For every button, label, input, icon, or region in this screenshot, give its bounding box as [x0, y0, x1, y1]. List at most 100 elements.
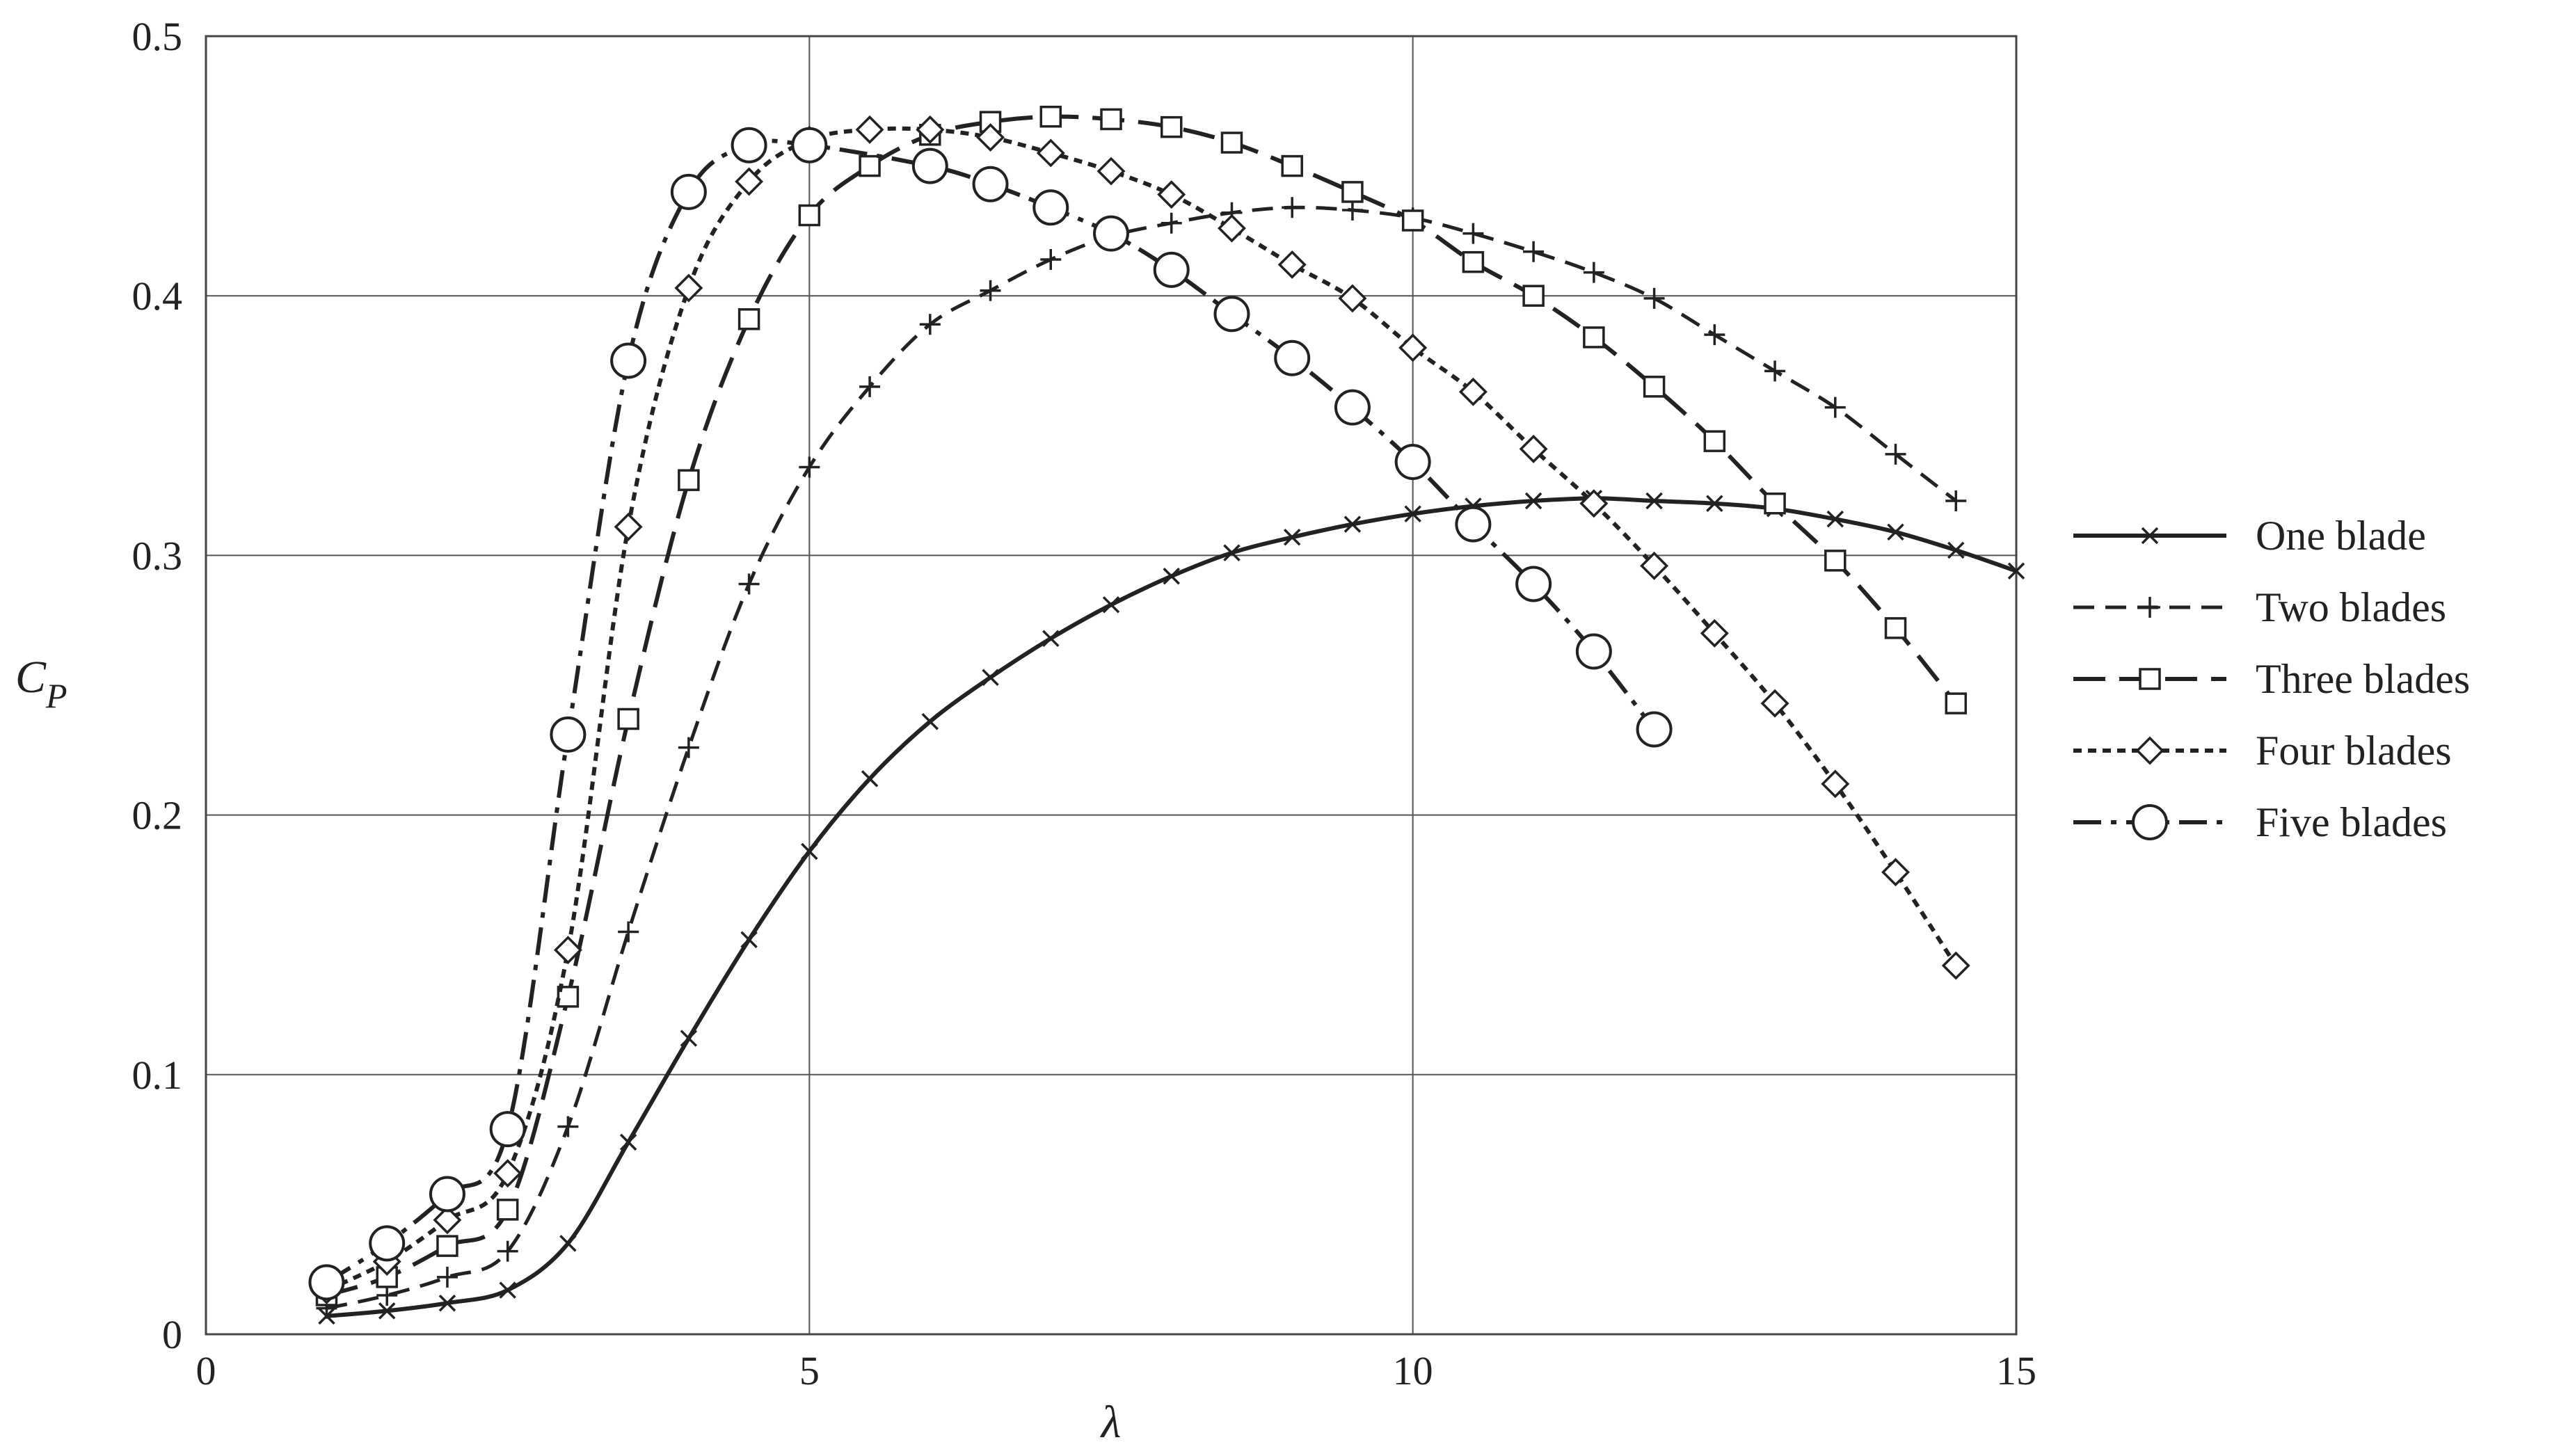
plot-frame	[205, 35, 2018, 1336]
series-line	[326, 205, 1957, 1311]
data-point	[919, 314, 941, 335]
y-tick-label: 0.5	[132, 14, 183, 59]
legend: One blade Two blades Three blades Four blad…	[2073, 513, 2470, 845]
data-point	[1760, 689, 1789, 718]
data-point	[1887, 523, 1904, 541]
data-point	[1338, 284, 1367, 313]
data-point	[1824, 397, 1846, 418]
data-point	[429, 1176, 465, 1213]
data-point	[1515, 566, 1552, 602]
legend-label: Two blades	[2256, 584, 2446, 630]
data-point	[499, 1281, 516, 1299]
series-line	[326, 126, 1958, 1293]
data-point	[921, 713, 939, 730]
data-point	[859, 154, 881, 177]
data-point	[740, 931, 758, 948]
data-point	[1100, 108, 1122, 131]
data-point	[1334, 389, 1371, 426]
tick-labels: 0 5 10 15 0 0.1 0.2 0.3 0.4 0.5	[132, 14, 2037, 1393]
legend-item: Two blades	[2073, 584, 2446, 630]
data-point	[980, 280, 1001, 301]
data-point	[436, 1266, 458, 1288]
data-point	[1040, 248, 1062, 270]
y-axis-label: CP	[15, 652, 67, 715]
data-point	[855, 115, 884, 144]
legend-item: One blade	[2073, 513, 2426, 559]
data-point	[859, 376, 881, 397]
data-point	[674, 273, 703, 303]
data-point	[1522, 285, 1545, 307]
data-point	[1220, 131, 1243, 154]
data-point	[618, 921, 639, 943]
data-point	[1277, 250, 1307, 279]
y-tick-label: 0.4	[132, 273, 183, 319]
data-point	[678, 469, 700, 491]
data-point	[678, 737, 699, 758]
data-point	[1703, 430, 1726, 452]
data-point	[1281, 154, 1303, 177]
data-point	[1163, 568, 1180, 585]
data-point	[1636, 711, 1673, 748]
data-point	[1036, 138, 1065, 168]
data-point	[496, 1199, 519, 1221]
x-tick-label: 5	[799, 1348, 820, 1393]
legend-marker	[2139, 597, 2160, 618]
data-point	[1640, 551, 1669, 580]
data-point	[1462, 250, 1485, 273]
data-point	[1398, 333, 1428, 362]
data-point	[1821, 769, 1850, 799]
data-point	[791, 127, 828, 163]
data-point	[1945, 490, 1967, 512]
data-point	[1153, 251, 1190, 288]
y-tick-label: 0.1	[132, 1053, 183, 1098]
x-axis-label: λ	[1100, 1397, 1122, 1448]
data-point	[1575, 633, 1612, 670]
data-point	[798, 204, 821, 227]
data-point	[376, 1285, 398, 1306]
legend-item: Five blades	[2073, 799, 2447, 845]
data-point	[972, 166, 1009, 202]
legend-marker	[2135, 736, 2164, 765]
x-tick-label: 15	[1996, 1348, 2036, 1393]
data-point	[1524, 492, 1542, 510]
data-point	[617, 707, 639, 730]
data-point	[1341, 200, 1363, 221]
data-point	[1455, 506, 1492, 543]
data-point	[1161, 212, 1182, 234]
data-point	[735, 167, 764, 196]
x-tick-label: 0	[196, 1348, 216, 1393]
data-point	[670, 173, 707, 210]
data-point	[1282, 197, 1303, 218]
data-point	[801, 842, 818, 861]
data-point	[619, 1133, 637, 1151]
data-point	[1704, 324, 1725, 346]
data-point	[680, 1030, 698, 1047]
data-point	[731, 127, 767, 163]
data-point	[1341, 181, 1364, 203]
data-point	[614, 512, 643, 541]
legend-item: Four blades	[2073, 728, 2452, 774]
y-axis-label-main: C	[15, 652, 47, 703]
data-point	[737, 308, 760, 330]
data-point	[1039, 105, 1062, 128]
data-point	[1643, 287, 1665, 309]
y-tick-label: 0.3	[132, 533, 183, 578]
legend-label: Five blades	[2256, 799, 2447, 845]
data-point	[1700, 618, 1729, 648]
data-point	[433, 1206, 462, 1235]
data-point	[1157, 180, 1186, 209]
series-5	[308, 127, 1673, 1301]
data-point	[1583, 262, 1604, 283]
data-point	[610, 342, 647, 379]
data-point	[1947, 541, 1965, 559]
x-tick-label: 10	[1393, 1348, 1433, 1393]
data-point	[1096, 157, 1126, 186]
legend-label: One blade	[2256, 513, 2426, 559]
data-point	[1706, 495, 1723, 512]
data-point	[1217, 214, 1246, 243]
data-point	[1223, 544, 1241, 561]
data-point	[1343, 515, 1362, 533]
data-point	[1826, 510, 1844, 528]
data-point	[1945, 692, 1968, 714]
